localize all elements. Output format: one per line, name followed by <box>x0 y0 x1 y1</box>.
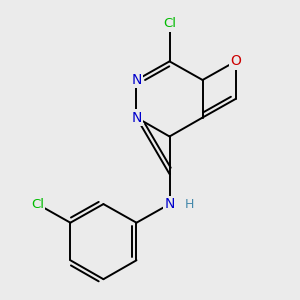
Text: O: O <box>230 54 241 68</box>
Text: N: N <box>131 73 142 87</box>
Text: Cl: Cl <box>31 198 44 211</box>
Text: H: H <box>184 198 194 211</box>
Text: N: N <box>131 111 142 124</box>
Text: Cl: Cl <box>163 17 176 30</box>
Text: N: N <box>164 197 175 211</box>
